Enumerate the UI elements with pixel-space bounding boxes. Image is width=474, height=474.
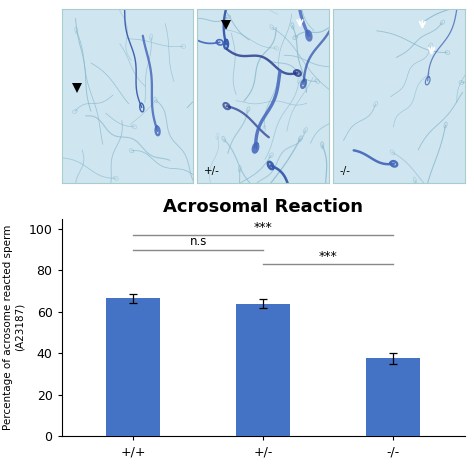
Text: ***: *** bbox=[319, 249, 337, 263]
Text: ***: *** bbox=[254, 220, 273, 234]
Bar bbox=[366, 358, 420, 436]
Y-axis label: Percentage of acrosome reacted sperm
(A23187): Percentage of acrosome reacted sperm (A2… bbox=[3, 225, 25, 430]
Text: +/-: +/- bbox=[204, 166, 219, 176]
Text: n.s: n.s bbox=[190, 235, 207, 248]
Title: Acrosomal Reaction: Acrosomal Reaction bbox=[163, 198, 363, 216]
Text: -/-: -/- bbox=[339, 166, 350, 176]
Bar bbox=[106, 298, 160, 436]
Bar bbox=[236, 303, 291, 436]
